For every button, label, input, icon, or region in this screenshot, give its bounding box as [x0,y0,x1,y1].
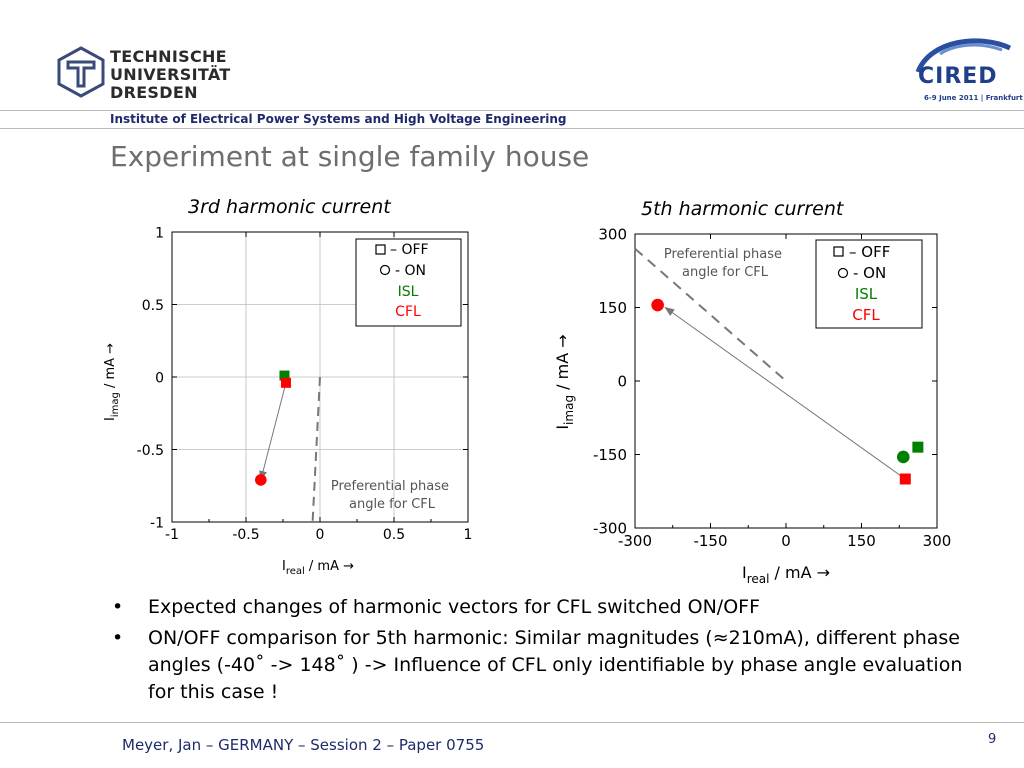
chart1-ylabel: Iimag / mA → [103,343,121,421]
legend-cfl-label: CFL [852,306,880,324]
cired-name: CIRED [918,64,998,89]
chart-ytick-label: 0 [155,370,164,386]
point-cfl-off [280,377,291,388]
chart2-title: 5th harmonic current [641,198,844,220]
legend-off-label: – OFF [849,243,890,261]
legend-isl-label: ISL [398,284,419,300]
chart-xtick-label: -1 [165,527,179,543]
chart2-ylabel: Iimag / mA → [553,334,576,429]
chart1-title: 3rd harmonic current [188,196,391,218]
institute-name: Institute of Electrical Power Systems an… [110,112,567,126]
point-cfl-on [651,298,664,312]
chart2-ticks: -300 -150 0 150 300 300 150 0 -150 -300 [593,226,951,550]
chart-xtick-label: 0 [316,527,325,543]
chart1-3rd-harmonic: -1 -0.5 0 0.5 1 1 0.5 0 -0.5 -1 – OFF - ON ISL CF… [103,225,473,577]
bullet-text: Expected changes of harmonic vectors for… [148,596,761,618]
chart-ytick-label: 0.5 [142,298,164,314]
logo-line-2: UNIVERSITÄT [110,65,231,84]
cired-logo: CIRED 6-9 June 2011 | Frankfurt [910,36,1023,106]
page-title: Experiment at single family house [110,140,590,173]
legend-circle-icon [379,264,391,276]
university-logo-text: TECHNISCHE UNIVERSITÄT DRESDEN [110,48,230,102]
logo-line-3: DRESDEN [110,83,198,102]
point-cfl-on [255,474,267,486]
chart1-points [255,370,291,486]
legend-off-label: – OFF [390,242,429,258]
chart-ytick-label: -1 [150,515,164,531]
tu-dresden-emblem-icon [57,46,105,98]
chart-xtick-label: 150 [847,532,876,550]
chart-ytick-label: 0 [617,373,627,391]
chart1-preferential-line [311,376,321,523]
chart1-annotation: Preferential phase angle for CFL [331,479,453,512]
bullet-item: • ON/OFF comparison for 5th harmonic: Si… [112,625,992,706]
point-cfl-off [899,473,911,485]
cired-date: 6-9 June 2011 | Frankfurt [924,94,1023,102]
page-number: 9 [988,732,997,747]
point-isl-off [912,441,924,453]
legend-square-icon [833,246,844,257]
chart1-arrow [259,382,287,481]
chart-ytick-label: 1 [155,225,164,241]
bullet-list: • Expected changes of harmonic vectors f… [112,594,992,710]
chart2-arrow [664,306,906,480]
chart-xtick-label: -150 [693,532,727,550]
header-rule-top [0,110,1024,111]
footer-rule [0,722,1024,723]
chart-ytick-label: -150 [593,446,627,464]
legend-cfl-label: CFL [395,304,421,320]
chart-xtick-label: 0.5 [383,527,405,543]
legend-on-label: - ON [853,264,886,282]
chart-ytick-label: 150 [598,299,627,317]
chart-ytick-label: -0.5 [137,443,164,459]
chart-xtick-label: -300 [618,532,652,550]
chart2-points [651,298,924,485]
point-isl-on [896,450,910,464]
chart-xtick-label: 1 [464,527,473,543]
cired-swoosh-icon [915,38,1012,74]
chart1-xlabel: Ireal / mA → [282,559,354,577]
chart1-legend: – OFF - ON ISL CFL [355,238,462,327]
chart1-ticks: -1 -0.5 0 0.5 1 1 0.5 0 -0.5 -1 [137,225,473,543]
chart-xtick-label: 0 [781,532,791,550]
chart2-legend: – OFF - ON ISL CFL [815,239,923,329]
bullet-dot-icon: • [112,596,124,618]
chart-ytick-label: -300 [593,520,627,538]
bullet-item: • Expected changes of harmonic vectors f… [112,594,992,621]
footer-text: Meyer, Jan – GERMANY – Session 2 – Paper… [122,736,485,754]
legend-isl-label: ISL [855,285,878,303]
chart-xtick-label: -0.5 [232,527,259,543]
bullet-text: ON/OFF comparison for 5th harmonic: Simi… [148,627,963,703]
legend-circle-icon [837,267,849,279]
chart2-5th-harmonic: -300 -150 0 150 300 300 150 0 -150 -300 – OFF - O… [553,226,951,586]
legend-on-label: - ON [395,263,426,279]
point-isl-off [279,370,290,381]
chart2-annotation: Preferential phase angle for CFL [664,247,786,280]
logo-line-1: TECHNISCHE [110,47,227,66]
chart-xtick-label: 300 [923,532,952,550]
chart-ytick-label: 300 [598,226,627,244]
chart2-xlabel: Ireal / mA → [742,563,830,586]
bullet-dot-icon: • [112,627,124,649]
header-rule-bottom [0,128,1024,129]
legend-square-icon [375,244,386,255]
